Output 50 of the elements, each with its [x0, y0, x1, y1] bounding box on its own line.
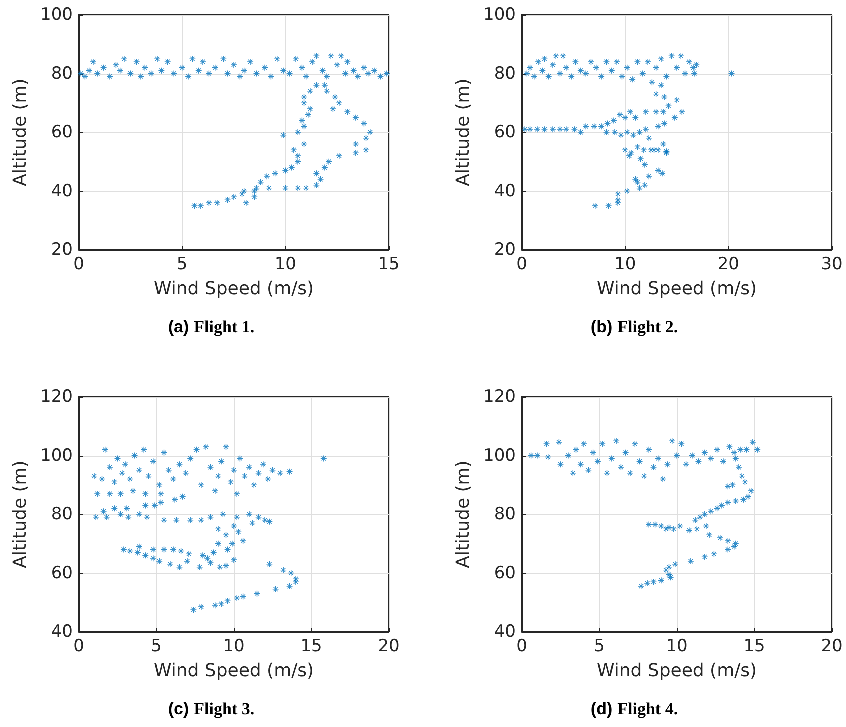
- x-tick-label: 5: [176, 254, 188, 274]
- x-tick-label: 10: [223, 636, 245, 656]
- y-tick-label: 20: [494, 240, 516, 260]
- y-tick-label: 80: [51, 504, 73, 524]
- text: (a) Flight 1.: [168, 318, 255, 336]
- x-tick-label: 5: [594, 636, 605, 656]
- x-axis-title: Wind Speed (m/s): [596, 660, 758, 682]
- y-axis-title: Altitude (m): [10, 460, 32, 568]
- x-axis-title: Wind Speed (m/s): [154, 660, 314, 682]
- y-tick-label: 80: [494, 504, 516, 524]
- x-tick-label: 20: [378, 636, 400, 656]
- x-tick-label: 15: [744, 636, 766, 656]
- x-tick-label: 10: [666, 636, 688, 656]
- x-tick-label: 15: [378, 254, 400, 274]
- y-tick-label: 80: [494, 64, 516, 84]
- y-tick-label: 100: [40, 446, 73, 466]
- y-tick-label: 40: [51, 181, 73, 202]
- y-tick-label: 40: [494, 181, 516, 202]
- y-tick-label: 120: [40, 387, 73, 407]
- y-tick-label: 40: [51, 622, 73, 642]
- y-tick-label: 100: [484, 5, 516, 25]
- x-axis-title: Wind Speed (m/s): [596, 278, 758, 300]
- x-tick-label: 0: [74, 636, 84, 656]
- x-tick-label: 0: [516, 254, 528, 274]
- x-tick-label: 15: [300, 636, 322, 656]
- x-tick-label: 0: [74, 254, 84, 274]
- text: (b) Flight 2.: [590, 318, 678, 336]
- y-tick-label: 20: [51, 240, 73, 260]
- y-tick-label: 60: [51, 563, 73, 584]
- x-tick-label: 0: [516, 636, 528, 656]
- x-tick-label: 20: [718, 254, 740, 274]
- y-tick-label: 60: [51, 122, 73, 142]
- text: (c) Flight 3.: [168, 700, 255, 718]
- y-tick-label: 60: [494, 122, 516, 142]
- y-tick-label: 80: [51, 64, 73, 84]
- y-tick-label: 100: [40, 5, 73, 25]
- y-tick-label: 100: [484, 446, 516, 466]
- x-tick-label: 10: [614, 254, 636, 274]
- y-tick-label: 40: [494, 622, 516, 642]
- x-tick-label: 5: [151, 636, 162, 656]
- y-tick-label: 120: [484, 387, 516, 407]
- x-tick-label: 20: [821, 636, 843, 656]
- y-tick-label: 60: [494, 563, 516, 584]
- y-axis-title: Altitude (m): [453, 78, 474, 186]
- x-tick-label: 30: [821, 254, 843, 274]
- y-axis-title: Altitude (m): [10, 78, 32, 186]
- text: (d) Flight 4.: [590, 700, 678, 718]
- x-axis-title: Wind Speed (m/s): [154, 278, 314, 300]
- x-tick-label: 10: [274, 254, 296, 274]
- y-axis-title: Altitude (m): [453, 460, 474, 568]
